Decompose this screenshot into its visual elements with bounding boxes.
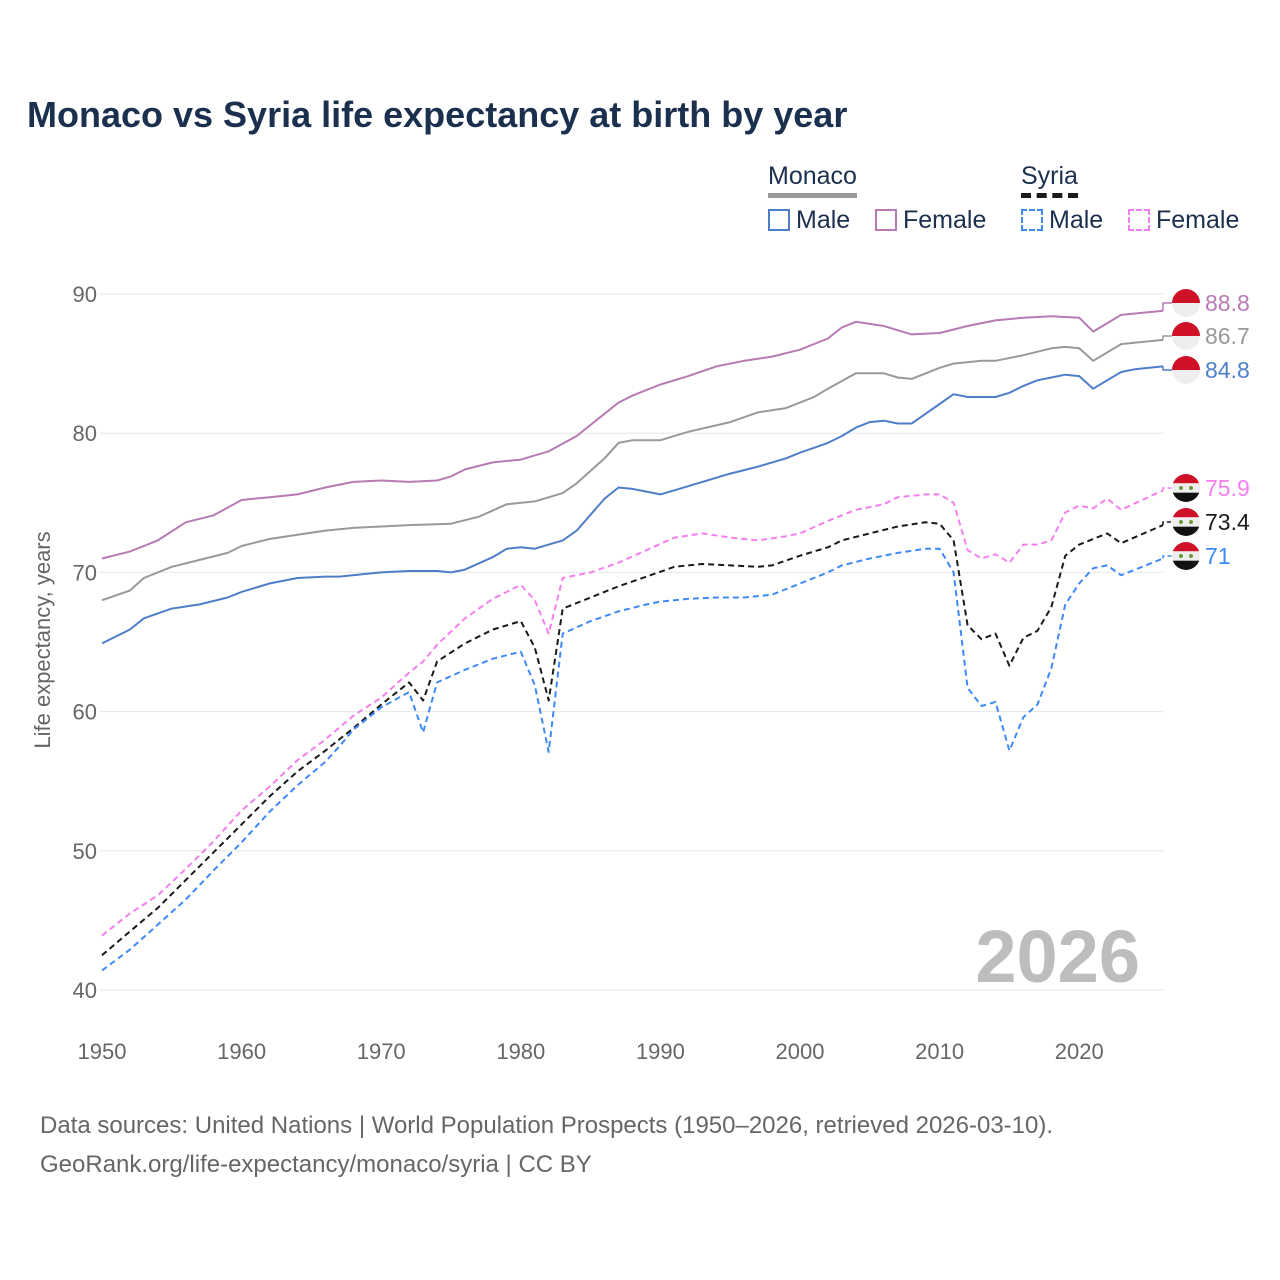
end-connector <box>1162 521 1172 526</box>
source-line-1: Data sources: United Nations | World Pop… <box>40 1112 1054 1139</box>
monaco-flag-icon <box>1172 289 1200 317</box>
source-line-2[interactable]: GeoRank.org/life-expectancy/monaco/syria… <box>40 1151 592 1178</box>
end-value-label: 73.4 <box>1205 509 1250 535</box>
y-tick-label: 40 <box>73 978 97 1003</box>
x-tick-label: 2010 <box>915 1039 964 1064</box>
end-connector <box>1162 302 1172 311</box>
x-tick-label: 2020 <box>1055 1039 1104 1064</box>
monaco-flag-icon <box>1172 356 1200 384</box>
source-note: Data sources: United Nations | World Pop… <box>40 1106 1053 1184</box>
end-value-label: 88.8 <box>1205 290 1250 316</box>
legend-syria: Syria Male Female <box>1021 162 1239 234</box>
x-tick-label: 1970 <box>357 1039 406 1064</box>
legend-group-title: Syria <box>1021 162 1078 198</box>
x-tick-label: 2000 <box>776 1039 825 1064</box>
monaco-flag-icon <box>1172 322 1200 350</box>
legend-monaco: Monaco Male Female <box>768 162 986 234</box>
legend-swatch <box>768 209 790 231</box>
syria-flag-icon <box>1172 542 1200 570</box>
legend-swatch <box>1128 209 1150 231</box>
y-tick-label: 80 <box>73 421 97 446</box>
x-tick-label: 1990 <box>636 1039 685 1064</box>
legend-item-monaco-female[interactable]: Female <box>875 206 986 235</box>
legend-item-monaco-male[interactable]: Male <box>768 206 850 235</box>
y-tick-label: 70 <box>73 560 97 585</box>
x-tick-label: 1980 <box>496 1039 545 1064</box>
legend-item-syria-male[interactable]: Male <box>1021 206 1103 235</box>
syria-flag-icon <box>1172 474 1200 502</box>
legend-swatch <box>875 209 897 231</box>
end-value-label: 75.9 <box>1205 475 1250 501</box>
legend-label: Female <box>1156 206 1240 234</box>
y-tick-label: 90 <box>73 282 97 307</box>
end-value-label: 84.8 <box>1205 357 1250 383</box>
legend-item-syria-female[interactable]: Female <box>1128 206 1239 235</box>
end-value-label: 71 <box>1205 543 1231 569</box>
chart-title: Monaco vs Syria life expectancy at birth… <box>27 94 848 135</box>
x-tick-label: 1950 <box>78 1039 127 1064</box>
legend-label: Male <box>1049 206 1104 234</box>
x-tick-label: 1960 <box>217 1039 266 1064</box>
series-line-syria-male <box>101 547 1164 972</box>
end-connector <box>1162 555 1172 559</box>
y-tick-label: 50 <box>73 839 97 864</box>
series-line-syria-female <box>101 489 1164 937</box>
end-connector <box>1162 335 1172 340</box>
end-connector <box>1162 366 1172 371</box>
legend-group-title: Monaco <box>768 162 857 198</box>
end-connector <box>1162 487 1172 491</box>
y-tick-label: 60 <box>73 700 97 725</box>
series-line-monaco-total <box>101 338 1164 602</box>
year-watermark: 2026 <box>975 915 1140 998</box>
end-value-label: 86.7 <box>1205 323 1250 349</box>
y-axis-label: Life expectancy, years <box>30 531 55 748</box>
legend-label: Female <box>903 206 987 234</box>
legend-swatch <box>1021 209 1043 231</box>
series-line-syria-total <box>101 521 1164 956</box>
series-line-monaco-male <box>101 365 1164 645</box>
series-line-monaco-female <box>101 309 1164 560</box>
legend-label: Male <box>796 206 851 234</box>
syria-flag-icon <box>1172 508 1200 536</box>
